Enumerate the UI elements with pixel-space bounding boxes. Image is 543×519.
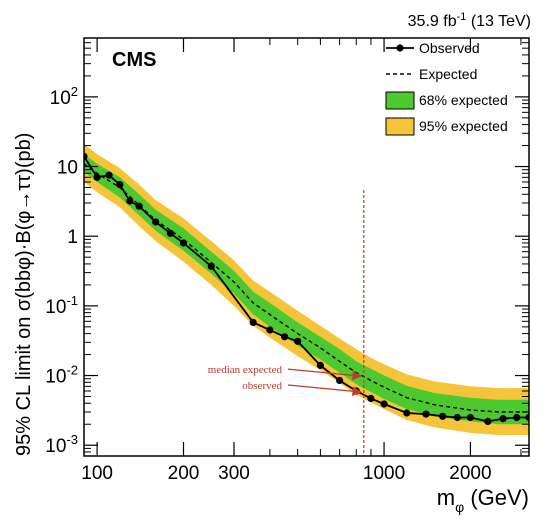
observed-point — [281, 333, 289, 341]
band-68-expected — [84, 154, 529, 425]
legend-entry-observed: Observed — [386, 40, 480, 56]
legend-entry-expected: Expected — [386, 66, 477, 82]
observed-point — [266, 326, 274, 334]
annotation-arrow — [287, 384, 363, 396]
legend-entry-band95: 95% expected — [385, 117, 508, 136]
observed-point — [135, 202, 143, 210]
expected-line — [84, 163, 529, 413]
annotation-median-expected: median expected — [208, 364, 363, 381]
observed-point — [513, 413, 521, 422]
y-tick-label: 10-3 — [45, 432, 78, 457]
legend-swatch-band68 — [385, 91, 415, 110]
x-tick-label: 200 — [168, 463, 200, 484]
observed-point — [105, 171, 113, 179]
observed-point — [466, 413, 474, 422]
x-minor-ticks — [83, 38, 522, 456]
observed-point — [367, 394, 375, 402]
observed-point — [179, 239, 188, 247]
y-tick-label: 1 — [67, 227, 78, 248]
observed-point — [152, 218, 160, 226]
y-tick-label: 10-1 — [45, 293, 78, 318]
legend-label: 95% expected — [419, 118, 508, 134]
x-tick-label: 100 — [81, 463, 113, 484]
y-axis-title: 95% CL limit on σ(bbφ)·B(φ→ττ)(pb) — [13, 133, 35, 456]
legend-observed-marker — [396, 44, 404, 52]
observed-point — [126, 197, 134, 205]
observed-point — [453, 413, 461, 422]
x-tick-label: 300 — [218, 463, 250, 484]
observed-point — [249, 318, 257, 326]
legend-label: Observed — [419, 40, 480, 56]
band-95-expected — [84, 144, 529, 435]
y-tick-label: 10-2 — [45, 363, 78, 388]
legend-entry-band68: 68% expected — [385, 91, 508, 110]
lumi-label: 35.9 fb-1 (13 TeV) — [408, 11, 531, 30]
legend-label: 68% expected — [419, 92, 508, 108]
x-tick-label: 1000 — [363, 463, 405, 484]
observed-point — [84, 152, 88, 160]
observed-point — [166, 229, 174, 237]
x-tick-label: 2000 — [449, 463, 491, 484]
legend-label: Expected — [419, 66, 477, 82]
observed-point — [499, 415, 507, 423]
legend-swatch-band95 — [385, 117, 415, 136]
observed-point — [116, 181, 124, 189]
y-axis-ticks: 10-3 10-2 10-1 1 10 102 — [45, 84, 529, 457]
y-tick-label: 10 — [57, 158, 78, 179]
observed-point — [316, 361, 324, 369]
observed-point — [207, 262, 215, 270]
observed-markers — [84, 152, 529, 425]
observed-line — [84, 155, 529, 423]
y-tick-label: 102 — [50, 84, 78, 109]
annotations: median expected observed — [208, 364, 363, 396]
observed-point — [336, 376, 344, 385]
observed-point — [380, 400, 388, 408]
x-axis-ticks: 100 200 300 1000 2000 — [81, 38, 492, 484]
experiment-label: CMS — [112, 49, 156, 71]
observed-point — [439, 412, 447, 420]
observed-point — [525, 413, 529, 422]
observed-point — [93, 173, 101, 181]
observed-point — [294, 337, 302, 345]
observed-point — [403, 409, 411, 417]
observed-point — [484, 417, 492, 425]
x-axis-title: mφ (GeV) — [437, 485, 529, 515]
annotation-observed: observed — [242, 380, 363, 396]
y-minor-ticks — [84, 37, 529, 457]
observed-point — [422, 410, 430, 418]
legend: Observed Expected 68% expected 95% expected — [385, 40, 508, 136]
annotation-arrow — [287, 368, 363, 381]
annotation-label: median expected — [208, 364, 283, 376]
annotation-label: observed — [242, 380, 282, 392]
